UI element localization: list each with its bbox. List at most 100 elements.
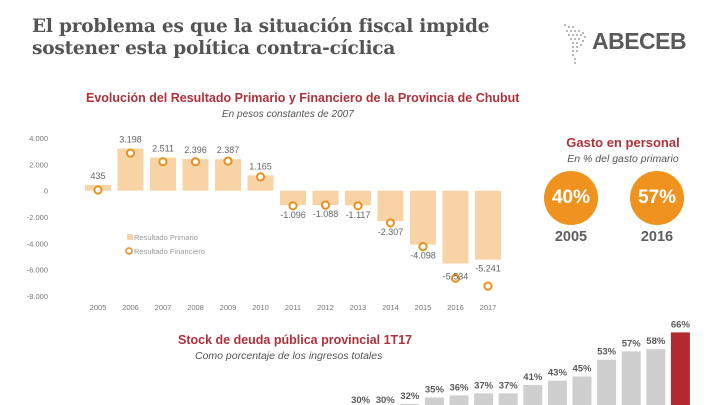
slide-title: El problema es que la situación fiscal i…	[32, 16, 490, 60]
marker-resultado-financiero	[93, 185, 103, 195]
legend-swatch-primario	[127, 234, 133, 240]
marker-resultado-financiero	[125, 148, 136, 158]
bar-deuda-label: 37%	[474, 380, 494, 391]
data-label: -4.098	[410, 251, 436, 261]
marker-resultado-financiero	[450, 273, 461, 283]
marker-resultado-financiero	[418, 242, 428, 252]
bar-deuda	[572, 376, 592, 405]
gasto-subtitle: En % del gasto primario	[567, 153, 679, 165]
x-tick-label: 2006	[122, 303, 139, 312]
data-label: 3.198	[119, 135, 142, 145]
bar-deuda-label: 43%	[548, 368, 568, 379]
x-tick-label: 2016	[447, 303, 464, 312]
x-tick-label: 2009	[220, 303, 237, 312]
bar-deuda-label: 36%	[449, 382, 469, 393]
marker-resultado-financiero	[320, 200, 331, 210]
bar-deuda	[523, 384, 543, 405]
x-tick-label: 2014	[382, 303, 399, 312]
marker-resultado-financiero	[223, 156, 233, 166]
y-tick-label: -8.000	[27, 292, 48, 301]
data-label: -5.241	[475, 264, 501, 274]
bar-resultado-primario	[345, 190, 371, 206]
x-tick-label: 2017	[480, 303, 497, 312]
marker-resultado-financiero	[288, 201, 298, 211]
bar-deuda-label: 32%	[400, 391, 420, 402]
marker-resultado-financiero	[483, 281, 493, 291]
gasto-title: Gasto en personal	[566, 135, 680, 150]
bar-deuda-label: 66%	[671, 319, 691, 330]
gasto-circle-2005: 40%	[544, 171, 598, 225]
x-tick-label: 2013	[350, 303, 367, 312]
chart2-subtitle: Como porcentaje de los ingresos totales	[195, 350, 383, 362]
logo-text: ABECEB	[592, 28, 687, 54]
gasto-year-2005: 2005	[554, 229, 588, 245]
x-tick-label: 2011	[285, 303, 301, 312]
data-label: -5.534	[443, 272, 469, 282]
y-tick-label: 4.000	[29, 134, 48, 143]
x-tick-label: 2005	[90, 303, 107, 312]
bar-deuda	[474, 393, 494, 405]
y-tick-label: 2.000	[29, 160, 48, 169]
bar-deuda-label: 57%	[622, 338, 642, 349]
bar-deuda	[621, 351, 641, 405]
bar-deuda	[547, 380, 567, 405]
bar-deuda	[498, 393, 518, 405]
x-tick-label: 2012	[317, 303, 334, 312]
chart2-title: Stock de deuda pública provincial 1T17	[178, 333, 413, 347]
bar-deuda	[400, 403, 420, 405]
marker-resultado-financiero	[385, 218, 396, 228]
slide-title-line-1: El problema es que la situación fiscal i…	[32, 16, 490, 37]
x-tick-label: 2008	[187, 303, 204, 312]
bar-resultado-primario	[280, 190, 306, 206]
data-label: 2.511	[152, 144, 174, 154]
x-tick-label: 2010	[252, 303, 269, 312]
y-tick-label: 0	[44, 187, 48, 196]
bar-resultado-primario	[312, 190, 339, 205]
bar-resultado-primario	[377, 190, 404, 222]
gasto-year-2016: 2016	[640, 229, 674, 245]
x-tick-label: 2007	[155, 303, 172, 312]
data-label: 2.396	[184, 145, 207, 155]
x-tick-label: 2015	[415, 303, 432, 312]
marker-resultado-financiero	[255, 172, 266, 182]
y-tick-label: -6.000	[27, 266, 48, 275]
data-label: -1.117	[346, 210, 371, 220]
bar-deuda-label: 37%	[499, 380, 519, 391]
south-america-map-icon	[564, 24, 586, 64]
slide-title-line-2: sostener esta política contra-cíclica	[32, 38, 396, 59]
data-label: 435	[90, 171, 105, 181]
bar-deuda	[670, 332, 690, 405]
marker-resultado-financiero	[158, 157, 168, 167]
abeceb-logo: ABECEB	[562, 22, 692, 64]
bar-deuda-label: 41%	[523, 372, 543, 383]
bar-deuda-label: 58%	[646, 336, 666, 347]
bar-deuda-label: 35%	[425, 385, 445, 396]
bar-deuda-label: 53%	[597, 347, 617, 358]
bar-resultado-primario	[442, 190, 469, 264]
bar-deuda-label: 30%	[376, 395, 396, 405]
y-tick-label: -4.000	[27, 239, 48, 248]
bar-resultado-primario	[247, 175, 274, 191]
chart1-subtitle: En pesos constantes de 2007	[222, 109, 354, 120]
data-label: -1.088	[313, 209, 339, 219]
legend-label-financiero: Resultado Financiero	[134, 247, 205, 256]
bar-deuda	[646, 349, 666, 405]
bar-deuda	[424, 397, 444, 405]
bar-deuda	[597, 359, 617, 405]
deuda-chart: 25%30%30%32%35%36%37%37%41%43%45%53%57%5…	[351, 319, 691, 405]
bar-deuda-label: 30%	[351, 395, 371, 405]
data-label: 2.387	[217, 145, 240, 155]
y-tick-label: -2.000	[27, 213, 48, 222]
bar-deuda-label: 45%	[572, 364, 592, 375]
data-label: 1.165	[249, 161, 272, 171]
data-label: -1.096	[280, 210, 306, 220]
chart1-title: Evolución del Resultado Primario y Finan…	[86, 91, 520, 105]
marker-resultado-financiero	[353, 201, 363, 211]
legend-label-primario: Resultado Primario	[134, 233, 198, 242]
marker-resultado-financiero	[190, 157, 201, 167]
bar-resultado-primario	[410, 190, 436, 245]
bar-resultado-primario	[475, 190, 501, 260]
legend-marker-financiero	[125, 247, 133, 255]
data-label: -2.307	[378, 227, 404, 237]
resultado-chart: 4.000 2.000 0 -2.000 -4.000 -6.000 -8.000 435 3…	[27, 134, 501, 312]
